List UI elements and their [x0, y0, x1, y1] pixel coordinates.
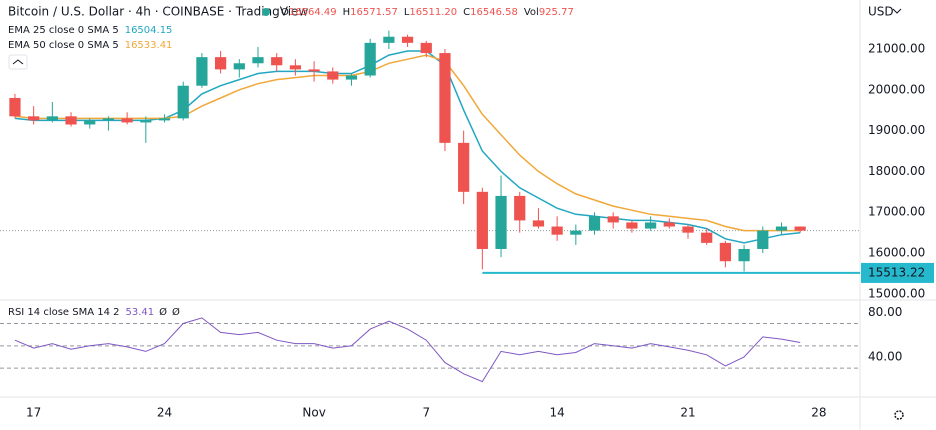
- y-tick-label: 15000.00: [868, 286, 925, 300]
- ohlc-label: O: [281, 7, 289, 18]
- candle-body: [532, 220, 545, 227]
- candle-body: [65, 116, 77, 125]
- candle-body: [588, 216, 601, 231]
- candle-body: [345, 75, 358, 80]
- indicator-name: EMA 25 close 0 SMA 5: [8, 25, 119, 36]
- candle-body: [794, 226, 806, 231]
- collapse-button[interactable]: [8, 54, 28, 70]
- rsi-tick-label: 40.00: [868, 350, 902, 364]
- candle-body: [327, 71, 339, 80]
- candle-body: [84, 120, 96, 125]
- candle-body: [476, 191, 488, 249]
- candle-body: [495, 195, 507, 249]
- rsi-legend: RSI 14 close SMA 14 2 53.41 Ø Ø: [8, 306, 180, 318]
- candle-body: [626, 222, 638, 229]
- collapse-icon: [12, 59, 24, 65]
- candle-body: [233, 63, 245, 70]
- candle-body: [439, 53, 451, 143]
- candle-body: [289, 65, 301, 70]
- indicator-legend: EMA 50 close 0 SMA 5 16533.41: [8, 40, 172, 51]
- candle-body: [196, 57, 208, 86]
- ohlc-value: 16546.58: [470, 7, 518, 18]
- support-label-box: [861, 262, 934, 283]
- candle-body: [271, 57, 283, 66]
- candle-body: [775, 226, 788, 231]
- rsi-extra: Ø: [172, 306, 180, 318]
- live-dot: [262, 8, 270, 16]
- candle-body: [102, 118, 115, 121]
- y-tick-label: 18000.00: [868, 164, 925, 178]
- x-tick-label: 24: [157, 406, 172, 420]
- candle-body: [570, 230, 582, 235]
- candle-body: [308, 69, 320, 72]
- ohlc-label: Vol: [524, 7, 539, 18]
- indicator-value: 16533.41: [125, 40, 173, 51]
- y-tick-label: 17000.00: [868, 205, 925, 219]
- y-tick-label: 19000.00: [868, 123, 925, 137]
- candle-body: [719, 242, 731, 262]
- currency-chevron[interactable]: [892, 8, 902, 14]
- candle-body: [420, 42, 432, 54]
- settings-icon[interactable]: [894, 410, 904, 420]
- currency[interactable]: USD: [868, 5, 894, 19]
- candle-body: [401, 36, 414, 43]
- support-label: 15513.22: [868, 265, 925, 279]
- candle-body: [28, 116, 40, 121]
- candle-body: [701, 232, 713, 243]
- candle-body: [757, 230, 769, 249]
- rsi-name: RSI 14 close SMA 14 2: [8, 307, 120, 318]
- y-tick-label: 20000.00: [868, 82, 925, 96]
- ohlc-value: 925.77: [539, 7, 574, 18]
- candle-body: [9, 97, 21, 117]
- candle-body: [682, 226, 694, 233]
- candle-body: [458, 142, 470, 192]
- ohlc-label: L: [404, 7, 410, 18]
- x-tick-label: 14: [549, 406, 564, 420]
- x-tick-label: 28: [811, 406, 826, 420]
- candle-body: [383, 36, 395, 43]
- indicator-name: EMA 50 close 0 SMA 5: [8, 40, 119, 51]
- candle-body: [551, 226, 563, 235]
- candle-body: [514, 195, 526, 221]
- candle-body: [46, 116, 58, 121]
- x-tick-label: 17: [26, 406, 41, 420]
- ohlc-legend: O16564.49 H16571.57 L16511.20 C16546.58 Vol9…: [281, 7, 574, 18]
- rsi-value: 53.41: [126, 307, 155, 318]
- chart-title: Bitcoin / U.S. Dollar · 4h · COINBASE · …: [8, 5, 308, 19]
- y-tick-label: 21000.00: [868, 41, 925, 55]
- x-tick-label: Nov: [302, 406, 325, 420]
- candle-body: [140, 120, 152, 123]
- candle-body: [663, 222, 675, 227]
- x-tick-label: 7: [422, 406, 430, 420]
- candle-body: [121, 118, 133, 123]
- ohlc-label: H: [343, 7, 351, 18]
- indicator-value: 16504.15: [125, 25, 173, 36]
- x-tick-label: 21: [680, 406, 695, 420]
- candle-body: [364, 42, 376, 76]
- candle-body: [645, 222, 657, 229]
- candle-body: [252, 57, 264, 64]
- rsi-tick-label: 80.00: [868, 305, 902, 319]
- ohlc-value: 16564.49: [289, 7, 337, 18]
- ohlc-label: C: [463, 7, 470, 18]
- rsi-extra: Ø: [159, 306, 167, 318]
- rsi-line: [14, 317, 801, 383]
- ohlc-value: 16571.57: [350, 7, 398, 18]
- candle-body: [738, 248, 750, 262]
- indicator-legend: EMA 25 close 0 SMA 5 16504.15: [8, 25, 172, 36]
- candle-body: [177, 85, 189, 119]
- ohlc-value: 16511.20: [409, 7, 457, 18]
- candle-body: [158, 118, 171, 121]
- candle-body: [215, 57, 227, 70]
- y-tick-label: 16000.00: [868, 246, 925, 260]
- candle-body: [607, 216, 619, 223]
